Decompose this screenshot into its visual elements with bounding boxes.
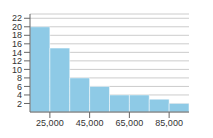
svg-text:8: 8 xyxy=(17,73,22,83)
svg-text:20: 20 xyxy=(12,22,22,32)
svg-text:4: 4 xyxy=(17,90,22,100)
svg-text:18: 18 xyxy=(12,30,22,40)
svg-text:12: 12 xyxy=(12,56,22,66)
svg-text:14: 14 xyxy=(12,48,22,58)
svg-text:16: 16 xyxy=(12,39,22,49)
svg-text:85,000: 85,000 xyxy=(155,118,183,128)
svg-text:45,000: 45,000 xyxy=(76,118,104,128)
svg-text:2: 2 xyxy=(17,99,22,109)
svg-text:25,000: 25,000 xyxy=(36,118,64,128)
svg-text:6: 6 xyxy=(17,82,22,92)
svg-text:22: 22 xyxy=(12,13,22,23)
svg-text:65,000: 65,000 xyxy=(116,118,144,128)
svg-text:10: 10 xyxy=(12,65,22,75)
